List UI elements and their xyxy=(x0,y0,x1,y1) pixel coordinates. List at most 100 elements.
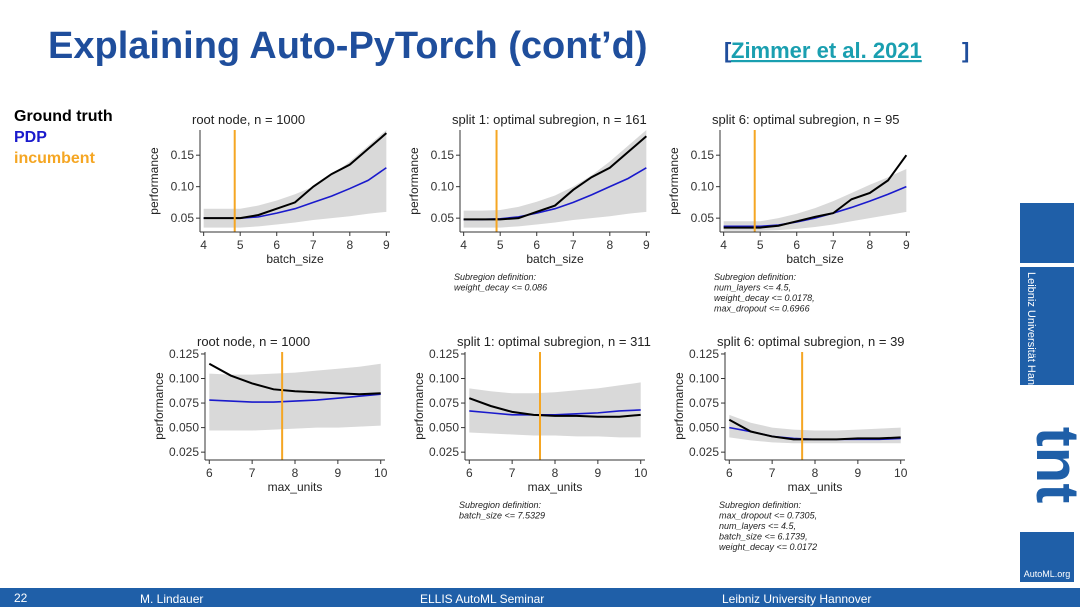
chart-title: root node, n = 1000 xyxy=(192,112,305,127)
subregion-note: max_dropout <= 0.7305, xyxy=(719,511,817,521)
bracket: [ xyxy=(724,38,732,63)
x-tick-label: 7 xyxy=(570,238,577,252)
subregion-note: batch_size <= 7.5329 xyxy=(459,511,545,521)
y-axis-label: performance xyxy=(672,372,686,440)
x-tick-label: 8 xyxy=(292,466,299,480)
x-tick-label: 10 xyxy=(894,466,908,480)
x-tick-label: 9 xyxy=(855,466,862,480)
event: ELLIS AutoML Seminar xyxy=(420,592,544,606)
x-axis-label: batch_size xyxy=(526,252,584,266)
institution: Leibniz University Hannover xyxy=(722,592,871,606)
x-tick-label: 6 xyxy=(793,238,800,252)
logo-text: Leibniz Universität Hannover xyxy=(1025,272,1037,413)
logo-block xyxy=(1020,267,1074,385)
y-tick-label: 0.075 xyxy=(169,396,199,410)
y-axis-label: performance xyxy=(412,372,426,440)
y-tick-label: 0.100 xyxy=(429,372,459,386)
footer-bar xyxy=(0,588,1080,607)
x-tick-label: 5 xyxy=(237,238,244,252)
subregion-note: batch_size <= 6.1739, xyxy=(719,532,808,542)
subregion-note: weight_decay <= 0.0178, xyxy=(714,293,815,303)
y-tick-label: 0.025 xyxy=(689,445,719,459)
y-tick-label: 0.10 xyxy=(171,180,195,194)
y-tick-label: 0.15 xyxy=(171,148,195,162)
logo-tnt: tnt xyxy=(1024,427,1080,504)
y-tick-label: 0.075 xyxy=(429,396,459,410)
chart-title: split 1: optimal subregion, n = 311 xyxy=(457,334,651,349)
series-line xyxy=(468,397,641,418)
y-tick-label: 0.10 xyxy=(431,180,455,194)
subregion-note: weight_decay <= 0.086 xyxy=(454,283,547,293)
confidence-band xyxy=(203,130,387,228)
x-axis-label: batch_size xyxy=(786,252,844,266)
subregion-note: max_dropout <= 0.6966 xyxy=(714,304,810,314)
chart: 0.025 0.050 0.075 0.100 0.125 6 7 8 9 10 root node… xyxy=(152,334,388,494)
x-tick-label: 8 xyxy=(606,238,613,252)
x-tick-label: 7 xyxy=(249,466,256,480)
y-tick-label: 0.025 xyxy=(169,445,199,459)
x-axis-label: max_units xyxy=(528,480,583,494)
chart: 0.05 0.10 0.15 4 5 6 7 8 9 split 1: optimal subre… xyxy=(407,112,650,293)
y-tick-label: 0.050 xyxy=(689,421,719,435)
x-tick-label: 9 xyxy=(903,238,910,252)
chart: 0.025 0.050 0.075 0.100 0.125 6 7 8 9 10 split 6: … xyxy=(672,334,908,552)
subregion-note: num_layers <= 4.5, xyxy=(714,283,791,293)
x-tick-label: 7 xyxy=(830,238,837,252)
y-axis-label: performance xyxy=(407,147,421,215)
subregion-note: Subregion definition: xyxy=(719,500,802,510)
subregion-note: Subregion definition: xyxy=(459,500,542,510)
page-number: 22 xyxy=(14,591,28,605)
x-tick-label: 9 xyxy=(383,238,390,252)
y-tick-label: 0.075 xyxy=(689,396,719,410)
confidence-band xyxy=(723,169,907,231)
y-tick-label: 0.15 xyxy=(691,148,715,162)
x-tick-label: 9 xyxy=(643,238,650,252)
legend-entry: Ground truth xyxy=(14,108,113,125)
x-axis-label: max_units xyxy=(788,480,843,494)
x-tick-label: 10 xyxy=(634,466,648,480)
x-tick-label: 4 xyxy=(200,238,207,252)
y-axis-label: performance xyxy=(152,372,166,440)
confidence-band xyxy=(469,382,641,438)
legend-entry: PDP xyxy=(14,129,47,146)
x-axis-label: batch_size xyxy=(266,252,324,266)
subregion-note: weight_decay <= 0.0172 xyxy=(719,542,817,552)
citation-link[interactable]: Zimmer et al. 2021 xyxy=(731,38,922,63)
y-tick-label: 0.05 xyxy=(691,211,715,225)
x-tick-label: 8 xyxy=(866,238,873,252)
y-tick-label: 0.025 xyxy=(429,445,459,459)
x-tick-label: 8 xyxy=(346,238,353,252)
logo-block xyxy=(1020,203,1074,263)
x-tick-label: 5 xyxy=(757,238,764,252)
plot-area xyxy=(723,130,908,232)
x-tick-label: 5 xyxy=(497,238,504,252)
chart: 0.05 0.10 0.15 4 5 6 7 8 9 root node, n = 1000 bat… xyxy=(147,112,390,266)
y-tick-label: 0.05 xyxy=(171,211,195,225)
bracket: ] xyxy=(962,38,969,63)
x-tick-label: 10 xyxy=(374,466,388,480)
x-tick-label: 4 xyxy=(720,238,727,252)
series-line xyxy=(728,418,901,441)
chart-title: split 6: optimal subregion, n = 95 xyxy=(712,112,900,127)
y-tick-label: 0.100 xyxy=(689,372,719,386)
plot-area xyxy=(463,130,647,232)
plot-area xyxy=(728,352,901,460)
x-tick-label: 9 xyxy=(595,466,602,480)
logo-text: AutoML.org xyxy=(1024,569,1071,579)
x-tick-label: 6 xyxy=(273,238,280,252)
y-tick-label: 0.10 xyxy=(691,180,715,194)
x-tick-label: 6 xyxy=(206,466,213,480)
chart-title: split 6: optimal subregion, n = 39 xyxy=(717,334,905,349)
series-line xyxy=(209,393,381,403)
y-axis-label: performance xyxy=(667,147,681,215)
chart: 0.05 0.10 0.15 4 5 6 7 8 9 split 6: optimal subre… xyxy=(667,112,910,314)
x-tick-label: 4 xyxy=(460,238,467,252)
x-tick-label: 7 xyxy=(310,238,317,252)
confidence-band xyxy=(209,363,381,431)
x-tick-label: 7 xyxy=(769,466,776,480)
y-tick-label: 0.050 xyxy=(429,421,459,435)
y-tick-label: 0.050 xyxy=(169,421,199,435)
x-tick-label: 6 xyxy=(726,466,733,480)
y-tick-label: 0.125 xyxy=(169,347,199,361)
